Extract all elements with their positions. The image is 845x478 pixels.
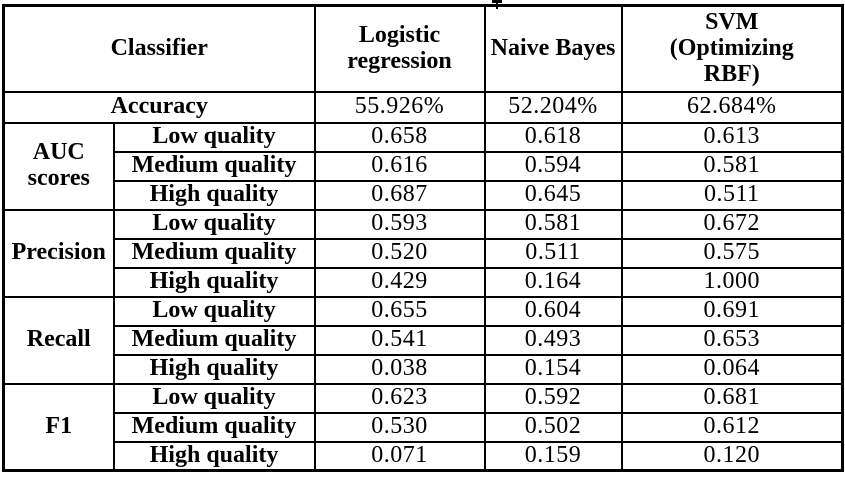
metric-value: 0.429: [313, 266, 486, 298]
metric-value: 0.159: [483, 440, 623, 472]
metric-value: 1.000: [620, 266, 844, 298]
table-row: High quality 0.038 0.154 0.064: [4, 353, 844, 385]
metric-value: 0.613: [620, 121, 844, 153]
metric-value: 0.154: [483, 353, 623, 385]
metric-value: 0.120: [620, 440, 844, 472]
quality-label: Low quality: [112, 382, 316, 414]
accuracy-value: 55.926%: [313, 90, 486, 124]
metric-value: 0.071: [313, 440, 486, 472]
metric-value: 0.593: [313, 208, 486, 240]
metric-value: 0.653: [620, 324, 844, 356]
metric-value: 0.594: [483, 150, 623, 182]
metric-value: 0.038: [313, 353, 486, 385]
table-row: Recall Low quality 0.655 0.604 0.691: [2, 295, 844, 385]
metric-value: 0.530: [313, 411, 486, 443]
metric-value: 0.681: [620, 382, 844, 414]
metric-value: 0.687: [313, 179, 486, 211]
quality-label: Medium quality: [112, 150, 316, 182]
table-header-row: Classifier Logistic regression Naive Bay…: [2, 4, 844, 93]
accuracy-row: Accuracy 55.926% 52.204% 62.684%: [2, 90, 844, 124]
quality-label: Medium quality: [112, 237, 316, 269]
accuracy-label: Accuracy: [2, 90, 316, 124]
quality-label: Medium quality: [112, 411, 316, 443]
metric-value: 0.575: [620, 237, 844, 269]
table-row: Medium quality 0.541 0.493 0.653: [4, 324, 844, 356]
metric-value: 0.618: [483, 121, 623, 153]
quality-label: High quality: [112, 353, 316, 385]
header-classifier: Classifier: [2, 4, 316, 93]
quality-label: Low quality: [112, 121, 316, 153]
metric-value: 0.623: [313, 382, 486, 414]
metric-value: 0.541: [313, 324, 486, 356]
metric-group-label: F1: [2, 382, 115, 472]
quality-label: High quality: [112, 440, 316, 472]
metric-value: 0.064: [620, 353, 844, 385]
table-row: Precision Low quality 0.593 0.581 0.672: [2, 208, 844, 298]
table-row: Medium quality 0.530 0.502 0.612: [4, 411, 844, 443]
header-svm: SVM (Optimizing RBF): [620, 4, 844, 93]
quality-label: High quality: [112, 266, 316, 298]
accuracy-value: 52.204%: [483, 90, 623, 124]
metric-group-label: Recall: [2, 295, 115, 385]
table-row: High quality 0.071 0.159 0.120: [4, 440, 844, 472]
header-naive-bayes: Naive Bayes: [483, 4, 623, 93]
metric-value: 0.658: [313, 121, 486, 153]
table-row: High quality 0.687 0.645 0.511: [4, 179, 844, 211]
accuracy-value: 62.684%: [620, 90, 844, 124]
metric-value: 0.520: [313, 237, 486, 269]
metric-value: 0.511: [620, 179, 844, 211]
metric-value: 0.581: [620, 150, 844, 182]
metric-value: 0.493: [483, 324, 623, 356]
cropped-caption-artifact: [492, 0, 502, 9]
metric-value: 0.612: [620, 411, 844, 443]
table-row: Medium quality 0.520 0.511 0.575: [4, 237, 844, 269]
metric-value: 0.604: [483, 295, 623, 327]
metric-value: 0.616: [313, 150, 486, 182]
metric-value: 0.164: [483, 266, 623, 298]
table-row: Medium quality 0.616 0.594 0.581: [4, 150, 844, 182]
table-row: High quality 0.429 0.164 1.000: [4, 266, 844, 298]
quality-label: Low quality: [112, 208, 316, 240]
classifier-results-table: Classifier Logistic regression Naive Bay…: [2, 4, 844, 472]
metric-value: 0.655: [313, 295, 486, 327]
table-row: AUC scores Low quality 0.658 0.618 0.613: [2, 121, 844, 211]
header-logistic-regression: Logistic regression: [313, 4, 486, 93]
quality-label: Medium quality: [112, 324, 316, 356]
metric-value: 0.592: [483, 382, 623, 414]
quality-label: High quality: [112, 179, 316, 211]
metric-value: 0.511: [483, 237, 623, 269]
metric-value: 0.645: [483, 179, 623, 211]
metric-group-label: Precision: [2, 208, 115, 298]
metric-value: 0.502: [483, 411, 623, 443]
metric-value: 0.691: [620, 295, 844, 327]
quality-label: Low quality: [112, 295, 316, 327]
table-row: F1 Low quality 0.623 0.592 0.681: [2, 382, 844, 472]
metric-value: 0.581: [483, 208, 623, 240]
metric-value: 0.672: [620, 208, 844, 240]
metric-group-label: AUC scores: [2, 121, 115, 211]
